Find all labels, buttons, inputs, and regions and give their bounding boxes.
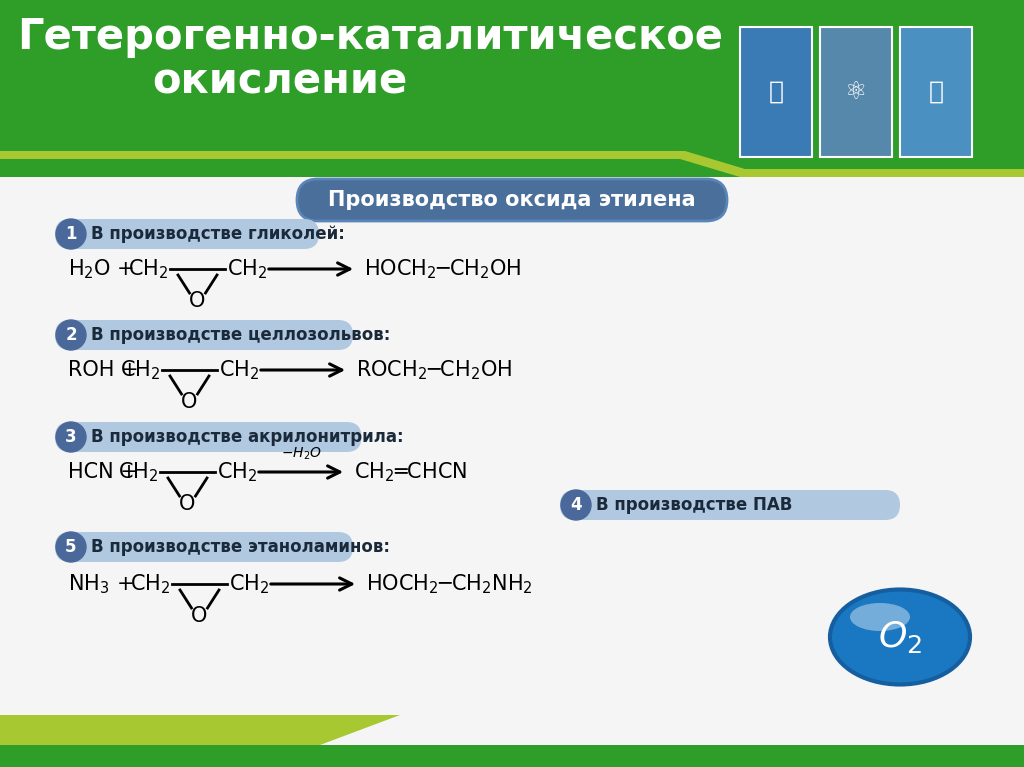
Text: $\mathregular{CH_2}$: $\mathregular{CH_2}$	[229, 572, 269, 596]
Text: $\mathregular{CH_2}$: $\mathregular{CH_2}$	[118, 460, 158, 484]
Text: ⚛: ⚛	[845, 80, 867, 104]
FancyBboxPatch shape	[55, 422, 361, 452]
Text: $\mathregular{CH_2}$: $\mathregular{CH_2}$	[128, 257, 168, 281]
FancyBboxPatch shape	[740, 27, 812, 157]
Text: O: O	[189, 291, 206, 311]
Text: 4: 4	[570, 496, 582, 514]
Circle shape	[56, 219, 86, 249]
Ellipse shape	[830, 590, 970, 684]
Text: Производство оксида этилена: Производство оксида этилена	[328, 190, 696, 210]
Polygon shape	[0, 151, 1024, 177]
Text: В производстве ПАВ: В производстве ПАВ	[596, 496, 793, 514]
Text: HCN +: HCN +	[68, 462, 138, 482]
FancyBboxPatch shape	[560, 490, 900, 520]
Text: $\mathregular{CH_2}$═CHCN: $\mathregular{CH_2}$═CHCN	[354, 460, 467, 484]
FancyBboxPatch shape	[0, 0, 1024, 177]
Text: $\mathregular{CH_2}$: $\mathregular{CH_2}$	[219, 358, 259, 382]
Text: $O_2$: $O_2$	[878, 619, 922, 655]
FancyBboxPatch shape	[55, 532, 353, 562]
Text: В производстве этаноламинов:: В производстве этаноламинов:	[91, 538, 390, 556]
Text: 3: 3	[66, 428, 77, 446]
Text: $-H_2O$: $-H_2O$	[281, 446, 322, 462]
FancyBboxPatch shape	[900, 27, 972, 157]
Text: В производстве акрилонитрила:: В производстве акрилонитрила:	[91, 428, 403, 446]
Text: $\mathregular{CH_2}$: $\mathregular{CH_2}$	[227, 257, 267, 281]
FancyBboxPatch shape	[0, 745, 1024, 767]
Ellipse shape	[850, 603, 910, 631]
Text: В производстве целлозольвов:: В производстве целлозольвов:	[91, 326, 390, 344]
FancyBboxPatch shape	[55, 320, 353, 350]
Text: В производстве гликолей:: В производстве гликолей:	[91, 225, 345, 243]
Text: Гетерогенно-каталитическое: Гетерогенно-каталитическое	[17, 16, 723, 58]
Text: ROH +: ROH +	[68, 360, 138, 380]
Text: 5: 5	[66, 538, 77, 556]
Circle shape	[56, 422, 86, 452]
Circle shape	[56, 532, 86, 562]
Text: $\mathregular{ROCH_2}$─$\mathregular{CH_2OH}$: $\mathregular{ROCH_2}$─$\mathregular{CH_…	[356, 358, 512, 382]
FancyBboxPatch shape	[820, 27, 892, 157]
Text: $\mathregular{HOCH_2}$─$\mathregular{CH_2OH}$: $\mathregular{HOCH_2}$─$\mathregular{CH_…	[364, 257, 521, 281]
Text: 🧪: 🧪	[929, 80, 943, 104]
Text: 2: 2	[66, 326, 77, 344]
Text: $\mathregular{H_2O}$ +: $\mathregular{H_2O}$ +	[68, 257, 134, 281]
Text: O: O	[181, 392, 198, 412]
Text: $\mathregular{CH_2}$: $\mathregular{CH_2}$	[120, 358, 160, 382]
Text: 1: 1	[66, 225, 77, 243]
Polygon shape	[0, 715, 400, 745]
Text: O: O	[179, 494, 196, 514]
Text: O: O	[191, 606, 208, 626]
Text: $\mathregular{CH_2}$: $\mathregular{CH_2}$	[130, 572, 170, 596]
Text: 🔬: 🔬	[768, 80, 783, 104]
Text: $\mathregular{HOCH_2}$─$\mathregular{CH_2NH_2}$: $\mathregular{HOCH_2}$─$\mathregular{CH_…	[366, 572, 532, 596]
Circle shape	[561, 490, 591, 520]
Text: $\mathregular{NH_3}$ +: $\mathregular{NH_3}$ +	[68, 572, 133, 596]
Text: окисление: окисление	[153, 61, 408, 103]
Text: $\mathregular{CH_2}$: $\mathregular{CH_2}$	[217, 460, 257, 484]
FancyBboxPatch shape	[297, 179, 727, 221]
FancyBboxPatch shape	[55, 219, 319, 249]
Circle shape	[56, 320, 86, 350]
